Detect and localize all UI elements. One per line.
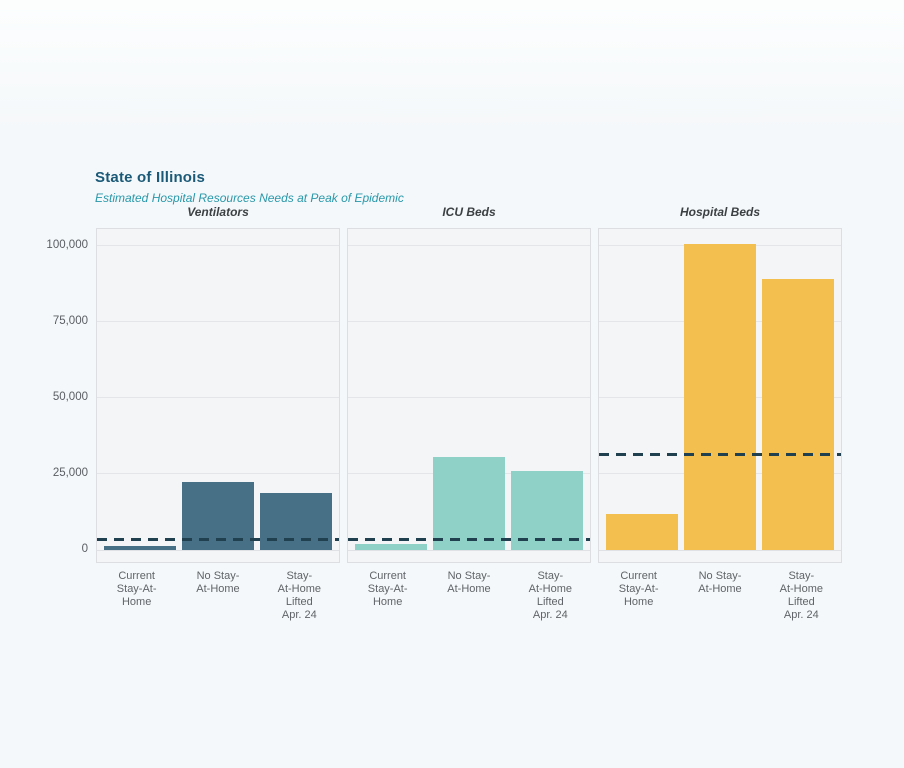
x-axis-label: Stay- At-Home Lifted Apr. 24 bbox=[761, 570, 842, 622]
x-axis-label-line: Apr. 24 bbox=[783, 609, 819, 621]
gridline bbox=[97, 245, 339, 246]
x-axis-label-line: Stay-At- bbox=[618, 583, 659, 595]
plot bbox=[97, 229, 339, 551]
chart-panel: Hospital Beds Current Stay-At- Home No Stay… bbox=[598, 203, 842, 622]
chart-panel: ICU Beds Current Stay-At- Home No Stay- At-H… bbox=[347, 203, 591, 622]
chart-subtitle: Estimated Hospital Resources Needs at Pe… bbox=[95, 191, 404, 205]
x-axis-label: Current Stay-At- Home bbox=[96, 570, 177, 622]
x-axis-label-line: At-Home bbox=[779, 583, 824, 595]
x-axis-label: Stay- At-Home Lifted Apr. 24 bbox=[259, 570, 340, 622]
x-axis-label: No Stay- At-Home bbox=[177, 570, 258, 622]
gridline bbox=[97, 321, 339, 322]
x-axis-label-line: Apr. 24 bbox=[281, 609, 317, 621]
bar-current-stay-at-home bbox=[606, 514, 678, 550]
y-axis-tick-label: 100,000 bbox=[46, 239, 88, 251]
gridline bbox=[97, 397, 339, 398]
y-axis-tick-label: 0 bbox=[81, 543, 88, 555]
bar-no-stay-at-home bbox=[684, 244, 756, 550]
panel-plot-area bbox=[347, 228, 591, 563]
y-axis-tick-label: 50,000 bbox=[52, 391, 88, 403]
x-axis-label-line: Current bbox=[620, 570, 657, 582]
chart-header: State of Illinois Estimated Hospital Res… bbox=[95, 169, 404, 205]
x-axis-label: Current Stay-At- Home bbox=[347, 570, 428, 622]
capacity-dashed-line bbox=[599, 453, 841, 456]
x-axis-labels: Current Stay-At- Home No Stay- At-Home Stay- A… bbox=[347, 570, 591, 622]
panel-title: Hospital Beds bbox=[679, 205, 760, 219]
x-axis-label-line: Stay-At- bbox=[116, 583, 157, 595]
x-axis-label-line: At-Home bbox=[528, 583, 573, 595]
x-axis-label: Stay- At-Home Lifted Apr. 24 bbox=[510, 570, 591, 622]
bar-group bbox=[97, 229, 339, 550]
panels-row: Ventilators Current Stay-At- Home No Stay- A… bbox=[96, 203, 842, 622]
chart-panel: Ventilators Current Stay-At- Home No Stay- A… bbox=[96, 203, 340, 622]
chart-title: State of Illinois bbox=[95, 169, 206, 186]
panel-plot-area bbox=[96, 228, 340, 563]
x-axis-label-line: At-Home bbox=[277, 583, 322, 595]
x-axis-label-line: Lifted bbox=[787, 596, 815, 608]
x-axis-label-line: Home bbox=[372, 596, 403, 608]
x-axis-label-line: Lifted bbox=[285, 596, 313, 608]
x-axis-labels: Current Stay-At- Home No Stay- At-Home Stay- A… bbox=[598, 570, 842, 622]
y-axis-tick-label: 75,000 bbox=[52, 315, 88, 327]
x-axis-label-line: No Stay- bbox=[196, 570, 240, 582]
x-axis-label-line: No Stay- bbox=[447, 570, 491, 582]
x-axis-label-line: Home bbox=[623, 596, 654, 608]
x-axis-label-line: Apr. 24 bbox=[532, 609, 568, 621]
bar-group bbox=[599, 229, 841, 550]
gridline bbox=[348, 397, 590, 398]
bar-stay-at-home-lifted-apr-24 bbox=[511, 471, 583, 550]
x-axis-label-line: No Stay- bbox=[698, 570, 742, 582]
gridline bbox=[348, 245, 590, 246]
bar-no-stay-at-home bbox=[433, 457, 505, 550]
x-axis-label: No Stay- At-Home bbox=[428, 570, 509, 622]
x-axis-label-line: Current bbox=[118, 570, 155, 582]
bar-group bbox=[348, 229, 590, 550]
capacity-dashed-line bbox=[348, 538, 590, 541]
x-axis-label-line: Stay-At- bbox=[367, 583, 408, 595]
plot bbox=[599, 229, 841, 551]
x-axis-label: No Stay- At-Home bbox=[679, 570, 760, 622]
bar-stay-at-home-lifted-apr-24 bbox=[762, 279, 834, 550]
bar-stay-at-home-lifted-apr-24 bbox=[260, 493, 332, 550]
x-axis-label-line: Stay- bbox=[286, 570, 313, 582]
panel-plot-area bbox=[598, 228, 842, 563]
x-axis-label-line: Stay- bbox=[788, 570, 815, 582]
bar-current-stay-at-home bbox=[355, 544, 427, 550]
x-axis-label-line: Current bbox=[369, 570, 406, 582]
capacity-dashed-line bbox=[97, 538, 339, 541]
x-axis-label-line: Stay- bbox=[537, 570, 564, 582]
y-axis: 0 25,000 50,000 75,000 100,000 bbox=[0, 228, 88, 563]
x-axis-label-line: At-Home bbox=[196, 583, 240, 595]
x-axis-label: Current Stay-At- Home bbox=[598, 570, 679, 622]
panel-title: ICU Beds bbox=[442, 205, 496, 219]
gridline bbox=[348, 321, 590, 322]
x-axis-label-line: Home bbox=[121, 596, 152, 608]
plot bbox=[348, 229, 590, 551]
y-axis-tick-label: 25,000 bbox=[52, 467, 88, 479]
x-axis-label-line: At-Home bbox=[698, 583, 742, 595]
bar-current-stay-at-home bbox=[104, 546, 176, 550]
x-axis-label-line: Lifted bbox=[536, 596, 564, 608]
gridline bbox=[97, 473, 339, 474]
x-axis-label-line: At-Home bbox=[447, 583, 491, 595]
x-axis-labels: Current Stay-At- Home No Stay- At-Home Stay- A… bbox=[96, 570, 340, 622]
panel-title: Ventilators bbox=[187, 205, 249, 219]
